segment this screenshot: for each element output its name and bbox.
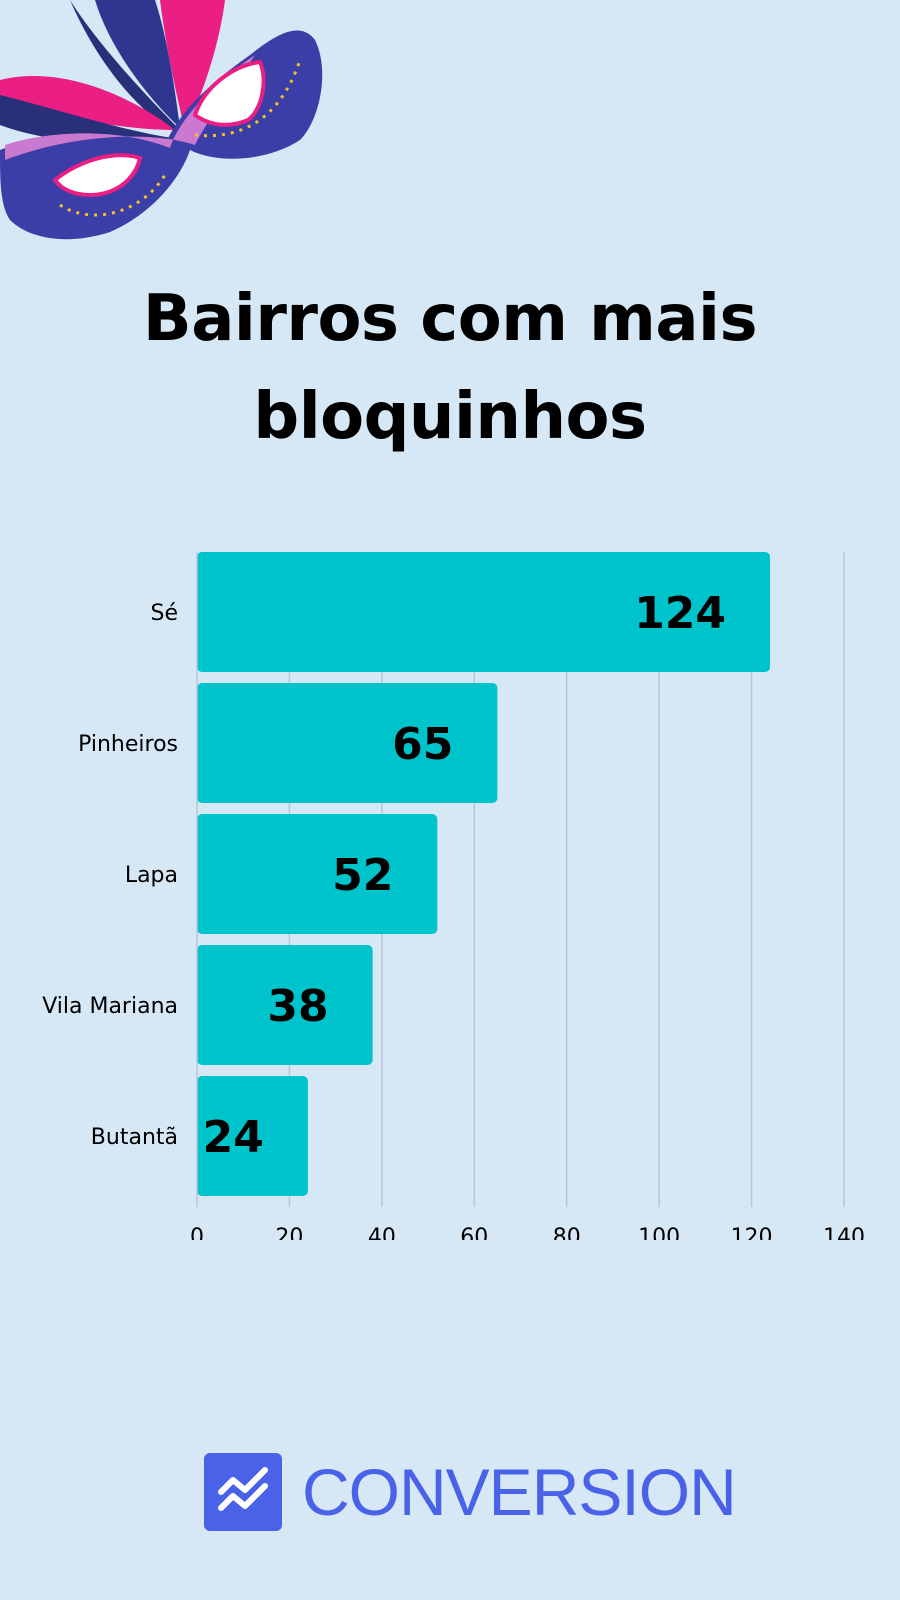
data-label: 24 [203, 1112, 264, 1163]
x-tick-label: 20 [275, 1225, 303, 1240]
category-label: Vila Mariana [42, 994, 178, 1019]
bar [197, 683, 498, 803]
bar [197, 552, 771, 672]
x-tick-label: 40 [368, 1225, 396, 1240]
brand-name: CONVERSION [302, 1455, 737, 1529]
title-line-1: Bairros com mais [142, 282, 758, 356]
data-label: 124 [634, 588, 726, 639]
bar [197, 1076, 308, 1196]
trend-chart-icon [204, 1453, 282, 1531]
bar [197, 814, 438, 934]
data-label: 52 [332, 850, 393, 901]
x-tick-label: 60 [460, 1225, 488, 1240]
data-label: 65 [392, 719, 453, 770]
x-tick-label: 120 [731, 1225, 773, 1240]
carnival-mask-icon [0, 0, 323, 240]
brand-footer: CONVERSION [204, 1452, 737, 1532]
title-line-2: bloquinhos [253, 380, 647, 454]
category-label: Butantã [91, 1125, 178, 1150]
bar-chart: 124 Sé 65 Pinheiros 52 Lapa 38 Vila Mariana 24 Bu… [42, 552, 865, 1240]
x-tick-label: 80 [553, 1225, 581, 1240]
bar [197, 945, 373, 1065]
data-label: 38 [267, 981, 328, 1032]
category-label: Pinheiros [78, 732, 178, 757]
category-label: Sé [151, 601, 179, 626]
page-title: Bairros com mais bloquinhos [0, 270, 900, 466]
category-label: Lapa [125, 863, 178, 888]
x-tick-label: 140 [823, 1225, 865, 1240]
x-tick-label: 0 [190, 1225, 204, 1240]
x-tick-label: 100 [638, 1225, 680, 1240]
